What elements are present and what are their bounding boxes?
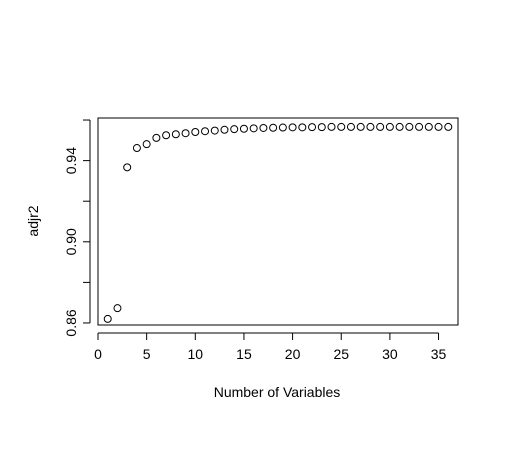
data-point — [289, 124, 296, 131]
data-point — [163, 132, 170, 139]
data-points — [104, 123, 452, 322]
data-point — [396, 123, 403, 130]
data-point — [153, 134, 160, 141]
y-axis: 0.86 0.90 0.94 — [63, 120, 90, 337]
x-tick-label: 35 — [431, 346, 447, 362]
data-point — [260, 124, 267, 131]
data-point — [338, 123, 345, 130]
data-point — [221, 126, 228, 133]
data-point — [182, 130, 189, 137]
data-point — [357, 123, 364, 130]
data-point — [406, 123, 413, 130]
x-tick-label: 30 — [382, 346, 398, 362]
data-point — [133, 145, 140, 152]
data-point — [347, 123, 354, 130]
x-axis: 0 5 10 15 20 25 30 35 — [94, 333, 446, 362]
data-point — [425, 123, 432, 130]
data-point — [367, 123, 374, 130]
x-tick-label: 15 — [236, 346, 252, 362]
data-point — [231, 126, 238, 133]
plot-frame — [98, 118, 458, 325]
data-point — [309, 124, 316, 131]
data-point — [114, 305, 121, 312]
x-tick-label: 5 — [143, 346, 151, 362]
x-axis-label: Number of Variables — [214, 384, 341, 400]
data-point — [124, 164, 131, 171]
data-point — [240, 125, 247, 132]
data-point — [299, 124, 306, 131]
data-point — [445, 123, 452, 130]
data-point — [211, 127, 218, 134]
data-point — [279, 124, 286, 131]
data-point — [270, 124, 277, 131]
data-point — [328, 123, 335, 130]
data-point — [172, 131, 179, 138]
data-point — [386, 123, 393, 130]
y-tick-label: 0.90 — [63, 228, 79, 255]
data-point — [318, 124, 325, 131]
data-point — [202, 128, 209, 135]
data-point — [377, 123, 384, 130]
x-tick-label: 0 — [94, 346, 102, 362]
data-point — [416, 123, 423, 130]
x-tick-label: 10 — [188, 346, 204, 362]
x-tick-label: 25 — [333, 346, 349, 362]
data-point — [250, 125, 257, 132]
data-point — [104, 315, 111, 322]
data-point — [435, 123, 442, 130]
x-tick-label: 20 — [285, 346, 301, 362]
y-axis-label: adjr2 — [25, 205, 41, 236]
data-point — [192, 129, 199, 136]
y-tick-label: 0.94 — [63, 147, 79, 174]
y-tick-label: 0.86 — [63, 309, 79, 336]
data-point — [143, 141, 150, 148]
